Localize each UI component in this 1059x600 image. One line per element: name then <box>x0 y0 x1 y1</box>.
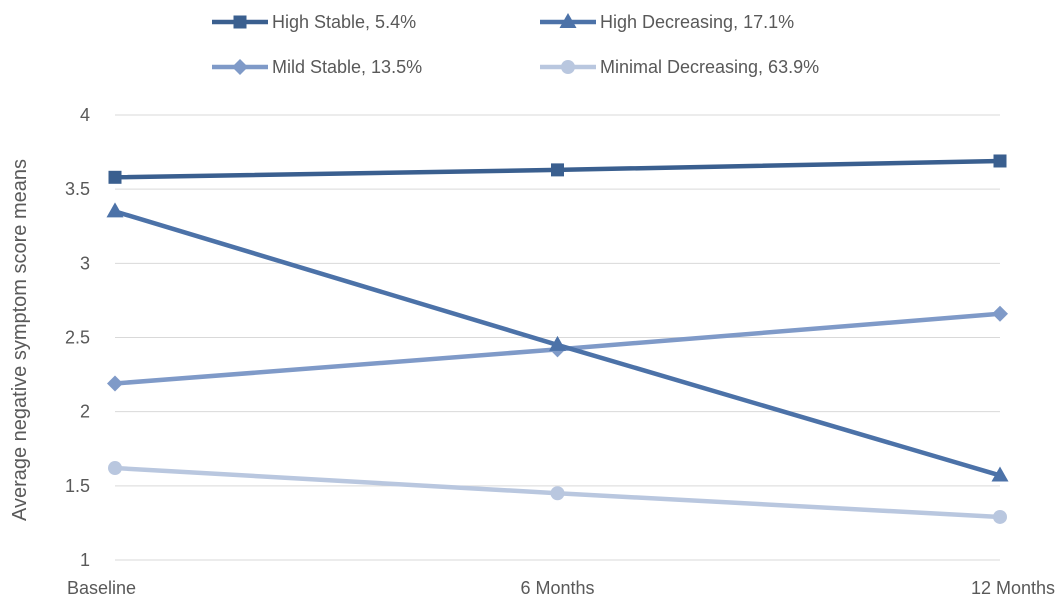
data-point-marker <box>550 486 565 501</box>
y-tick-label: 4 <box>80 105 90 125</box>
legend-marker <box>233 15 247 29</box>
y-tick-label: 1 <box>80 550 90 570</box>
data-point-marker <box>993 154 1007 168</box>
legend-marker <box>559 13 577 28</box>
legend-label: High Stable, 5.4% <box>272 12 416 32</box>
data-point-marker <box>107 375 123 392</box>
legend-label: High Decreasing, 17.1% <box>600 12 794 32</box>
series-0 <box>108 154 1007 184</box>
data-point-marker <box>993 509 1007 524</box>
y-tick-label: 2 <box>80 402 90 422</box>
data-point-marker <box>108 461 122 476</box>
legend-item: High Stable, 5.4% <box>212 12 416 32</box>
data-point-marker <box>106 202 124 218</box>
legend-item: Minimal Decreasing, 63.9% <box>540 57 819 77</box>
legend-item: High Decreasing, 17.1% <box>540 12 794 32</box>
data-point-marker <box>108 170 122 184</box>
data-point-marker <box>551 163 564 177</box>
data-point-marker <box>992 305 1008 322</box>
series-layer <box>106 154 1009 524</box>
y-tick-label: 3 <box>80 253 90 273</box>
legend: High Stable, 5.4% High Decreasing, 17.1% M… <box>212 12 819 77</box>
y-tick-label: 2.5 <box>65 328 90 348</box>
series-3 <box>108 461 1007 524</box>
legend-item: Mild Stable, 13.5% <box>212 57 422 77</box>
data-point-marker <box>991 466 1009 482</box>
y-axis-ticks: 1 1.5 2 2.5 3 3.5 4 <box>65 105 90 570</box>
x-tick-label: Baseline <box>67 578 136 598</box>
series-1 <box>106 202 1009 482</box>
x-tick-label: 12 Months <box>971 578 1055 598</box>
data-point-marker <box>549 335 566 351</box>
y-axis-title: Average negative symptom score means <box>9 159 31 521</box>
legend-marker <box>232 59 248 75</box>
legend-marker <box>561 60 575 74</box>
y-tick-label: 3.5 <box>65 179 90 199</box>
legend-label: Mild Stable, 13.5% <box>272 57 422 77</box>
legend-label: Minimal Decreasing, 63.9% <box>600 57 819 77</box>
x-tick-label: 6 Months <box>520 578 594 598</box>
y-tick-label: 1.5 <box>65 476 90 496</box>
x-axis-ticks: Baseline 6 Months 12 Months <box>67 578 1055 598</box>
